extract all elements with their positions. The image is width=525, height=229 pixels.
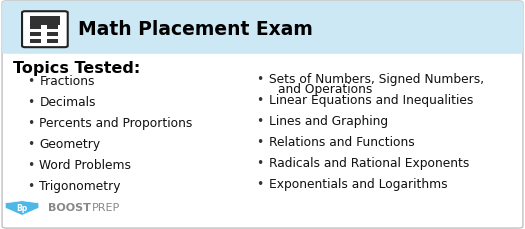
Bar [47,39,58,43]
Text: •: • [256,73,264,85]
Text: Exponentials and Logarithms: Exponentials and Logarithms [269,178,447,191]
Text: and Operations: and Operations [278,83,373,96]
Bar [47,32,58,36]
Bar [30,16,60,25]
Text: •: • [27,96,34,109]
Text: Bp: Bp [16,204,28,213]
Bar [47,25,58,29]
Text: Lines and Graphing: Lines and Graphing [269,115,388,128]
Text: Relations and Functions: Relations and Functions [269,136,415,149]
Text: Geometry: Geometry [39,138,100,151]
Bar [6,32,519,52]
Text: PREP: PREP [92,203,120,213]
Text: Percents and Proportions: Percents and Proportions [39,117,193,130]
Bar [30,39,41,43]
Text: •: • [256,178,264,191]
Text: Linear Equations and Inequalities: Linear Equations and Inequalities [269,94,473,106]
Polygon shape [5,201,39,215]
Text: BOOST: BOOST [48,203,91,213]
Text: •: • [27,117,34,130]
Bar [30,25,41,29]
Text: •: • [27,138,34,151]
Text: •: • [27,75,34,88]
Text: •: • [27,159,34,172]
Text: Math Placement Exam: Math Placement Exam [78,20,312,39]
Text: Fractions: Fractions [39,75,95,88]
Text: Decimals: Decimals [39,96,96,109]
Text: •: • [27,180,34,193]
Text: •: • [256,94,264,106]
FancyBboxPatch shape [22,11,68,47]
Text: •: • [256,136,264,149]
Text: Radicals and Rational Exponents: Radicals and Rational Exponents [269,157,469,170]
Text: Topics Tested:: Topics Tested: [13,61,140,76]
Bar [30,32,41,36]
Text: •: • [256,157,264,170]
Text: Trigonometry: Trigonometry [39,180,121,193]
Text: Sets of Numbers, Signed Numbers,: Sets of Numbers, Signed Numbers, [269,73,484,85]
Text: Word Problems: Word Problems [39,159,131,172]
Text: •: • [256,115,264,128]
FancyBboxPatch shape [2,1,523,54]
